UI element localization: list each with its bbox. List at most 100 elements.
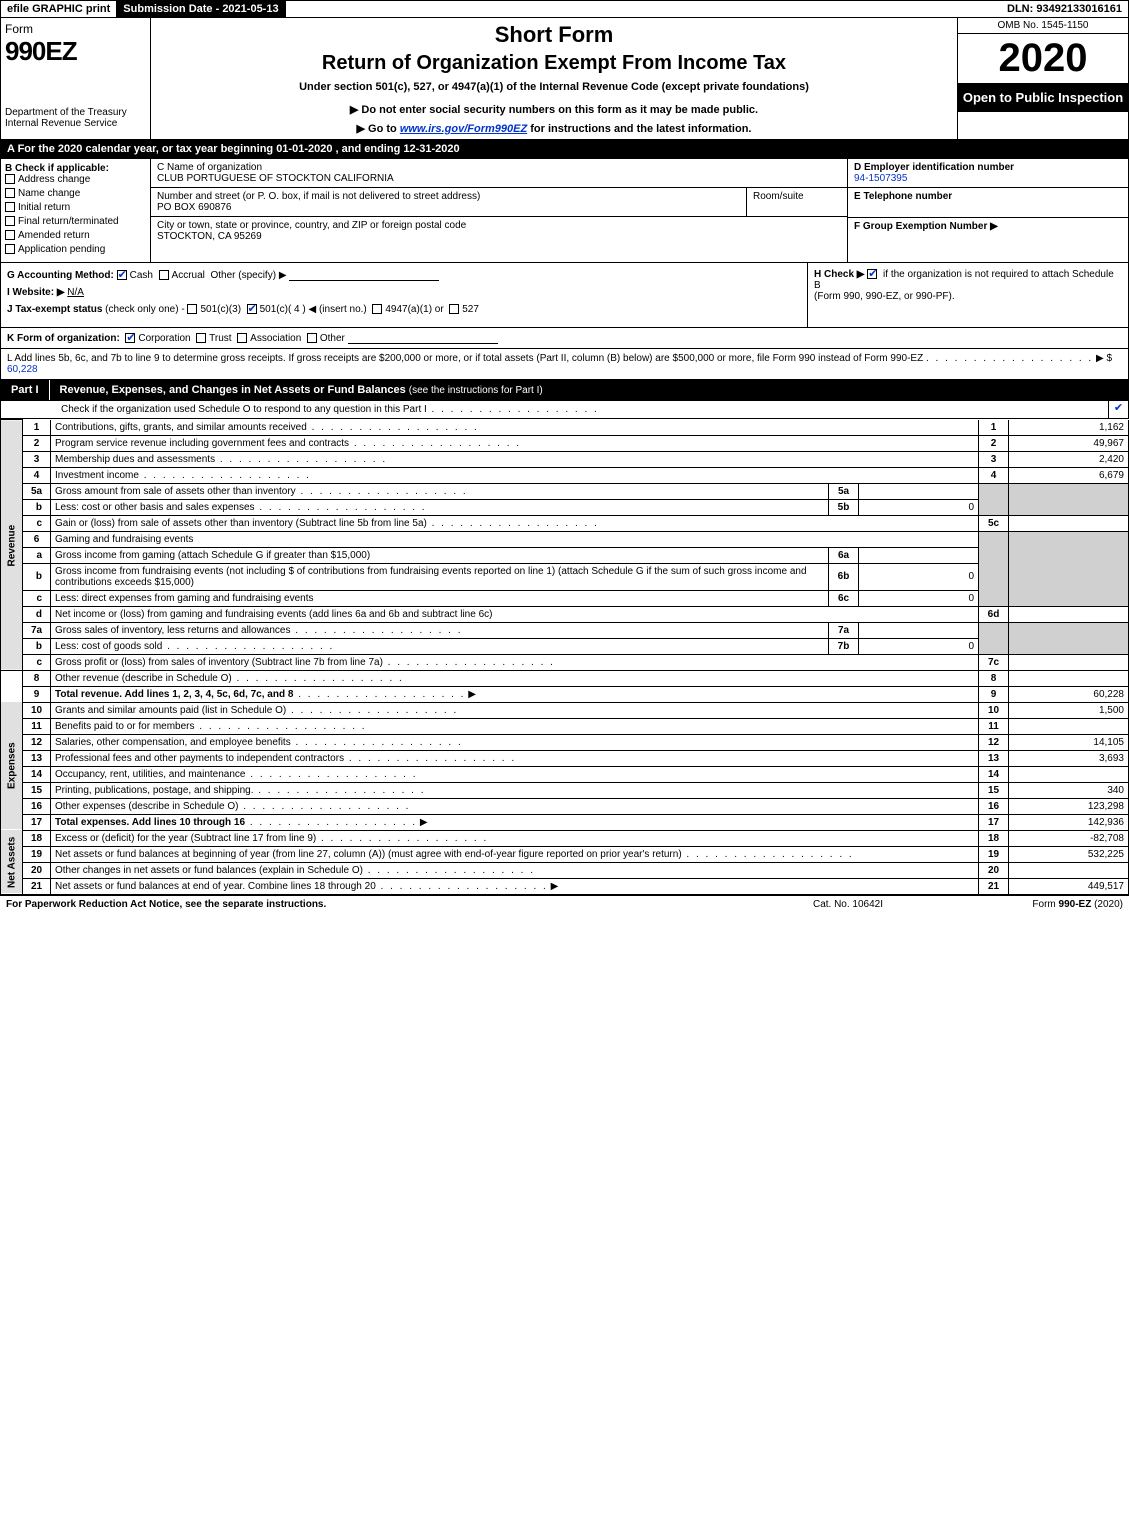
chk-other-org[interactable] [307, 333, 317, 343]
val-line21: 449,517 [1009, 878, 1129, 894]
sidetab-netassets: Net Assets [1, 830, 23, 894]
warn2-pre: ▶ Go to [357, 123, 400, 135]
chk-schedule-o[interactable]: ✔ [1108, 401, 1128, 418]
val-line1: 1,162 [1009, 420, 1129, 436]
omb-number: OMB No. 1545-1150 [958, 18, 1128, 34]
form-word: Form [5, 22, 146, 36]
section-h: H Check ▶ if the organization is not req… [808, 263, 1128, 327]
chk-h[interactable] [867, 269, 877, 279]
val-line7c [1009, 654, 1129, 670]
other-org-input[interactable] [348, 332, 498, 344]
goto-instructions: ▶ Go to www.irs.gov/Form990EZ for instru… [155, 122, 953, 135]
val-line10: 1,500 [1009, 702, 1129, 718]
val-line20 [1009, 862, 1129, 878]
chk-address-change[interactable]: Address change [5, 174, 146, 185]
chk-final-return[interactable]: Final return/terminated [5, 216, 146, 227]
val-line6d [1009, 606, 1129, 622]
other-method-input[interactable] [289, 269, 439, 281]
cat-number: Cat. No. 10642I [773, 899, 923, 910]
line-k: K Form of organization: Corporation Trus… [0, 328, 1129, 349]
chk-4947[interactable] [372, 304, 382, 314]
dept-line1: Department of the Treasury [5, 107, 127, 118]
part1-note: (see the instructions for Part I) [409, 385, 543, 396]
f-group-exemption: F Group Exemption Number ▶ [848, 218, 1128, 235]
chk-527[interactable] [449, 304, 459, 314]
return-title: Return of Organization Exempt From Incom… [155, 52, 953, 75]
chk-association[interactable] [237, 333, 247, 343]
val-line18: -82,708 [1009, 830, 1129, 846]
chk-501c3[interactable] [187, 304, 197, 314]
top-bar: efile GRAPHIC print Submission Date - 20… [0, 0, 1129, 18]
j-label: J Tax-exempt status [7, 304, 102, 315]
website-value: N/A [67, 287, 84, 298]
val-line4: 6,679 [1009, 467, 1129, 483]
chk-app-pending[interactable]: Application pending [5, 244, 146, 255]
under-section: Under section 501(c), 527, or 4947(a)(1)… [155, 81, 953, 93]
chk-name-change[interactable]: Name change [5, 188, 146, 199]
h-label: H Check ▶ [814, 269, 864, 280]
irs-link[interactable]: www.irs.gov/Form990EZ [400, 123, 527, 135]
warn2-post: for instructions and the latest informat… [527, 123, 751, 135]
chk-501c[interactable] [247, 304, 257, 314]
val-line15: 340 [1009, 782, 1129, 798]
val-line6c: 0 [859, 590, 979, 606]
section-c: C Name of organization CLUB PORTUGUESE O… [151, 159, 848, 262]
val-line5a [859, 483, 979, 499]
dln-label: DLN: 93492133016161 [1001, 1, 1128, 17]
submission-date-button[interactable]: Submission Date - 2021-05-13 [117, 1, 285, 17]
val-line16: 123,298 [1009, 798, 1129, 814]
val-line19: 532,225 [1009, 846, 1129, 862]
org-city: STOCKTON, CA 95269 [157, 231, 262, 242]
ein-value: 94-1507395 [854, 173, 907, 184]
val-line7b: 0 [859, 638, 979, 654]
val-line17: 142,936 [1009, 814, 1129, 830]
form-ref: Form 990-EZ (2020) [923, 899, 1123, 910]
header-left: Form 990EZ Department of the Treasury In… [1, 18, 151, 139]
ssn-warning: ▶ Do not enter social security numbers o… [155, 103, 953, 116]
chk-initial-return[interactable]: Initial return [5, 202, 146, 213]
gross-receipts-value: 60,228 [7, 364, 38, 375]
form-number: 990EZ [5, 36, 146, 67]
b-label: B Check if applicable: [5, 163, 146, 174]
line-l: L Add lines 5b, 6c, and 7b to line 9 to … [0, 349, 1129, 380]
val-line7a [859, 622, 979, 638]
val-line12: 14,105 [1009, 734, 1129, 750]
c-label: C Name of organization [157, 162, 262, 173]
open-to-public: Open to Public Inspection [958, 84, 1128, 112]
header-center: Short Form Return of Organization Exempt… [151, 18, 958, 139]
room-suite-label: Room/suite [747, 188, 847, 216]
l-text: L Add lines 5b, 6c, and 7b to line 9 to … [7, 353, 923, 364]
g-label: G Accounting Method: [7, 270, 114, 281]
i-label: I Website: ▶ [7, 287, 65, 298]
paperwork-notice: For Paperwork Reduction Act Notice, see … [6, 899, 773, 910]
e-telephone-label: E Telephone number [848, 188, 1128, 218]
k-label: K Form of organization: [7, 333, 120, 344]
val-line5c [1009, 515, 1129, 531]
org-info-row: B Check if applicable: Address change Na… [0, 159, 1129, 263]
chk-accrual[interactable] [159, 270, 169, 280]
section-b: B Check if applicable: Address change Na… [1, 159, 151, 262]
line-a-taxyear: A For the 2020 calendar year, or tax yea… [0, 140, 1129, 159]
val-line2: 49,967 [1009, 435, 1129, 451]
section-g: G Accounting Method: Cash Accrual Other … [1, 263, 808, 327]
efile-print-button[interactable]: efile GRAPHIC print [1, 1, 117, 17]
chk-corporation[interactable] [125, 333, 135, 343]
dept-treasury: Department of the Treasury Internal Reve… [5, 107, 146, 129]
page-footer: For Paperwork Reduction Act Notice, see … [0, 895, 1129, 913]
short-form-title: Short Form [155, 22, 953, 48]
chk-cash[interactable] [117, 270, 127, 280]
part1-table: Revenue 1 Contributions, gifts, grants, … [0, 419, 1129, 895]
section-def: D Employer identification number 94-1507… [848, 159, 1128, 262]
val-line3: 2,420 [1009, 451, 1129, 467]
d-label: D Employer identification number [854, 162, 1014, 173]
val-line11 [1009, 718, 1129, 734]
sidetab-revenue: Revenue [1, 420, 23, 671]
val-line9: 60,228 [1009, 686, 1129, 702]
val-line13: 3,693 [1009, 750, 1129, 766]
part1-header: Part I Revenue, Expenses, and Changes in… [0, 380, 1129, 401]
chk-trust[interactable] [196, 333, 206, 343]
sidetab-expenses: Expenses [1, 702, 23, 830]
chk-amended[interactable]: Amended return [5, 230, 146, 241]
part1-title: Revenue, Expenses, and Changes in Net As… [60, 384, 406, 396]
val-line8 [1009, 670, 1129, 686]
